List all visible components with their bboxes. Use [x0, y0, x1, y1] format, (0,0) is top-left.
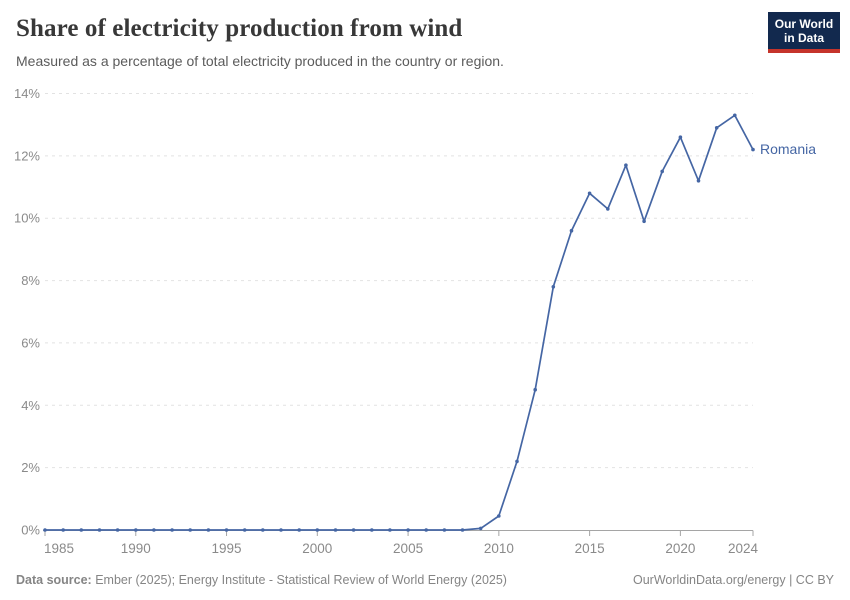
x-tick-label: 2024 [728, 541, 759, 556]
data-point[interactable] [115, 528, 120, 532]
series-end-label[interactable]: Romania [760, 141, 816, 157]
data-point[interactable] [315, 528, 320, 532]
owid-logo[interactable]: Our World in Data [768, 12, 840, 53]
data-point[interactable] [660, 169, 664, 174]
data-point[interactable] [424, 528, 429, 532]
data-point[interactable] [442, 528, 447, 532]
data-point[interactable] [206, 528, 211, 532]
data-point[interactable] [478, 526, 483, 531]
data-point[interactable] [733, 113, 737, 118]
chart-subtitle: Measured as a percentage of total electr… [16, 53, 504, 69]
data-point[interactable] [134, 528, 138, 532]
owid-logo-line1: Our World [774, 17, 834, 31]
data-point[interactable] [261, 528, 265, 532]
data-point[interactable] [79, 528, 84, 532]
data-point[interactable] [279, 528, 283, 532]
data-point[interactable] [406, 528, 410, 532]
data-point[interactable] [497, 514, 501, 518]
data-point[interactable] [460, 528, 465, 532]
y-tick-label: 6% [21, 335, 40, 350]
data-point[interactable] [678, 135, 683, 139]
data-point[interactable] [751, 147, 755, 152]
data-point[interactable] [97, 528, 102, 532]
data-point[interactable] [642, 219, 646, 224]
x-tick-label: 2020 [665, 541, 695, 556]
data-point[interactable] [170, 528, 174, 532]
x-tick-label: 2000 [302, 541, 332, 556]
data-point[interactable] [297, 528, 302, 532]
data-point[interactable] [43, 528, 47, 532]
data-point[interactable] [333, 528, 338, 532]
x-tick-label: 2005 [393, 541, 423, 556]
y-tick-label: 10% [14, 211, 40, 226]
data-point[interactable] [624, 163, 628, 167]
data-point[interactable] [551, 285, 556, 289]
data-point[interactable] [696, 179, 701, 183]
data-point[interactable] [224, 528, 229, 532]
data-point[interactable] [533, 387, 537, 392]
data-source-label: Data source: [16, 573, 92, 587]
data-point[interactable] [61, 528, 65, 532]
data-point[interactable] [152, 528, 156, 532]
data-point[interactable] [242, 528, 247, 532]
data-point[interactable] [714, 126, 719, 130]
owid-logo-line2: in Data [783, 31, 824, 45]
page-title: Share of electricity production from win… [16, 15, 463, 42]
data-point[interactable] [188, 528, 192, 532]
series-line-romania[interactable] [44, 114, 754, 531]
y-tick-label: 12% [14, 148, 40, 163]
data-source-text: Ember (2025); Energy Institute - Statist… [91, 573, 507, 587]
data-point[interactable] [370, 528, 374, 532]
data-point[interactable] [515, 459, 519, 464]
x-tick-label: 1995 [212, 541, 242, 556]
x-tick-label: 1990 [121, 541, 151, 556]
y-tick-label: 8% [21, 273, 40, 288]
x-tick-label: 2015 [575, 541, 605, 556]
data-point[interactable] [351, 528, 356, 532]
y-tick-label: 14% [14, 86, 40, 101]
y-tick-label: 0% [21, 523, 40, 538]
y-tick-label: 4% [21, 398, 40, 413]
data-point[interactable] [388, 528, 392, 532]
data-point[interactable] [606, 207, 610, 211]
data-source-note: Data source: Ember (2025); Energy Instit… [16, 573, 507, 587]
owid-url-license-link[interactable]: OurWorldinData.org/energy | CC BY [632, 573, 834, 587]
chart-footer: Data source: Ember (2025); Energy Instit… [16, 573, 834, 587]
y-tick-label: 2% [21, 460, 40, 475]
data-point[interactable] [569, 228, 574, 233]
x-tick-label: 1985 [44, 541, 74, 556]
data-point[interactable] [587, 191, 592, 196]
x-tick-label: 2010 [484, 541, 514, 556]
